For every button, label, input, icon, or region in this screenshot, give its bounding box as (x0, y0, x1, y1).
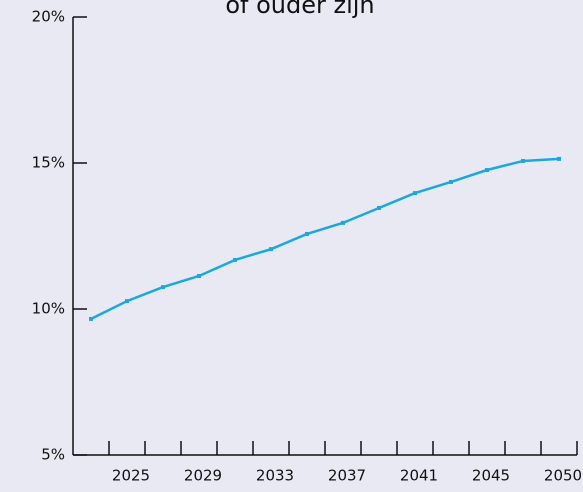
x-tick-label: 2029 (184, 467, 222, 485)
data-point (269, 247, 273, 252)
x-tick-label: 2025 (112, 467, 150, 485)
data-point (341, 220, 345, 225)
data-point (161, 285, 165, 290)
data-point (305, 231, 309, 236)
data-line (90, 157, 560, 321)
data-point (233, 257, 237, 262)
x-tick-label: 2045 (472, 467, 510, 485)
x-tick-label: 2033 (256, 467, 294, 485)
x-tick-label: 2050 (544, 467, 582, 485)
data-point (89, 316, 93, 321)
data-point (557, 156, 561, 161)
data-point (197, 274, 201, 279)
data-point (449, 179, 453, 184)
data-point (485, 168, 489, 173)
y-tick-label: 10% (32, 300, 65, 318)
y-tick-label: 5% (41, 446, 65, 464)
data-point (521, 158, 525, 163)
y-tick-label: 15% (32, 154, 65, 172)
x-tick-label: 2041 (400, 467, 438, 485)
data-point (413, 191, 417, 196)
data-point (125, 299, 129, 304)
x-tick-label: 2037 (328, 467, 366, 485)
data-point (377, 205, 381, 210)
chart-title: of ouder zijn (225, 0, 374, 19)
y-tick-label: 20% (32, 8, 65, 26)
